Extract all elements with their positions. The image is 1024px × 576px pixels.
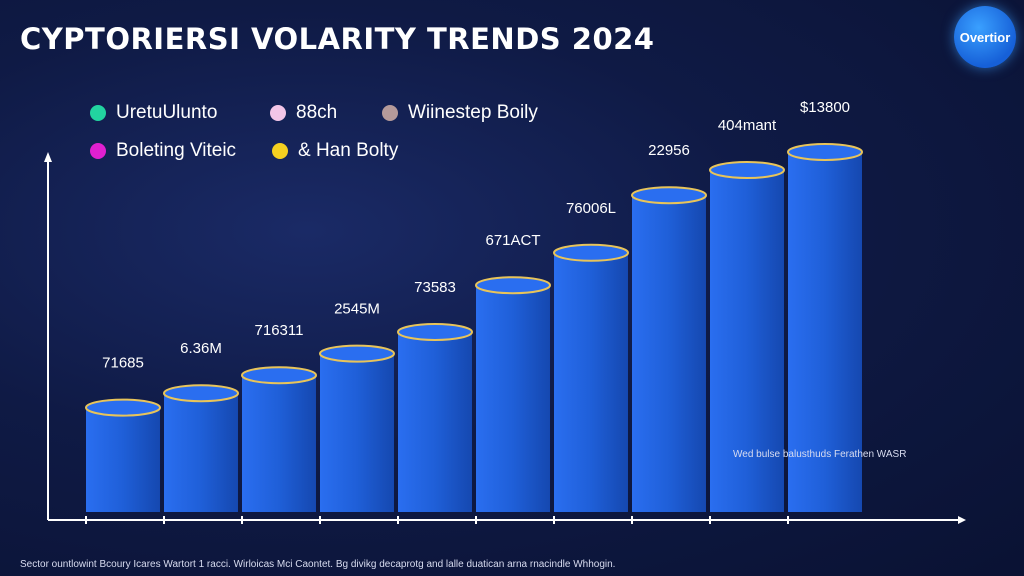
bar (398, 332, 472, 512)
bar (632, 195, 706, 512)
value-label: 716311 (255, 322, 304, 339)
bar-cap (709, 161, 785, 179)
logo-text: Overtior (959, 29, 1011, 45)
bar (476, 285, 550, 512)
brand-logo: Overtior (954, 6, 1016, 68)
legend-label: 88ch (296, 102, 338, 123)
bar (788, 152, 862, 512)
bar (710, 170, 784, 512)
legend-item: 88ch (270, 102, 337, 124)
legend-swatch (382, 105, 398, 121)
x-axis-arrow (958, 516, 966, 524)
legend-label: UretuUlunto (116, 102, 218, 123)
bar-cap (241, 366, 317, 385)
bar-cap (631, 186, 707, 205)
legend-swatch (90, 105, 106, 121)
value-label: 73583 (414, 279, 456, 296)
legend-item: & Han Bolty (272, 140, 398, 162)
bar (242, 375, 316, 512)
value-label: 671ACT (485, 232, 540, 249)
legend-swatch (90, 143, 106, 159)
legend-label: Wiinestep Boily (408, 102, 538, 123)
value-label: 2545M (334, 301, 380, 318)
footnote: Sector ountlowint Bcoury Icares Wartort … (20, 559, 616, 570)
legend-label: Boleting Viteic (116, 140, 237, 161)
bar-cap (163, 384, 239, 403)
legend-swatch (272, 143, 288, 159)
bar-cap (319, 344, 395, 363)
side-note: Wed bulse balusthuds Ferathen WASR (733, 449, 907, 460)
legend-item: Boleting Viteic (90, 140, 236, 162)
bar-cap (85, 398, 161, 417)
y-axis-arrow (44, 152, 52, 162)
value-label: 71685 (102, 355, 144, 372)
value-label: 22956 (648, 142, 690, 159)
chart-title: CYPTORIERSI VOLARITY TRENDS 2024 (20, 22, 655, 56)
value-label: 6.36M (180, 340, 222, 357)
legend-item: UretuUlunto (90, 102, 217, 124)
value-label: $13800 (800, 99, 850, 116)
bar (164, 393, 238, 512)
value-label: 76006L (566, 200, 616, 217)
bar-cap (397, 323, 473, 341)
bar (86, 407, 160, 512)
legend-item: Wiinestep Boily (382, 102, 538, 124)
bar (554, 252, 628, 513)
bar-cap (475, 276, 551, 295)
bar-cap (787, 143, 863, 161)
value-label: 404mant (718, 117, 777, 134)
bar (320, 353, 394, 512)
bar-cap (553, 243, 629, 262)
legend-swatch (270, 105, 286, 121)
legend-label: & Han Bolty (298, 140, 399, 161)
